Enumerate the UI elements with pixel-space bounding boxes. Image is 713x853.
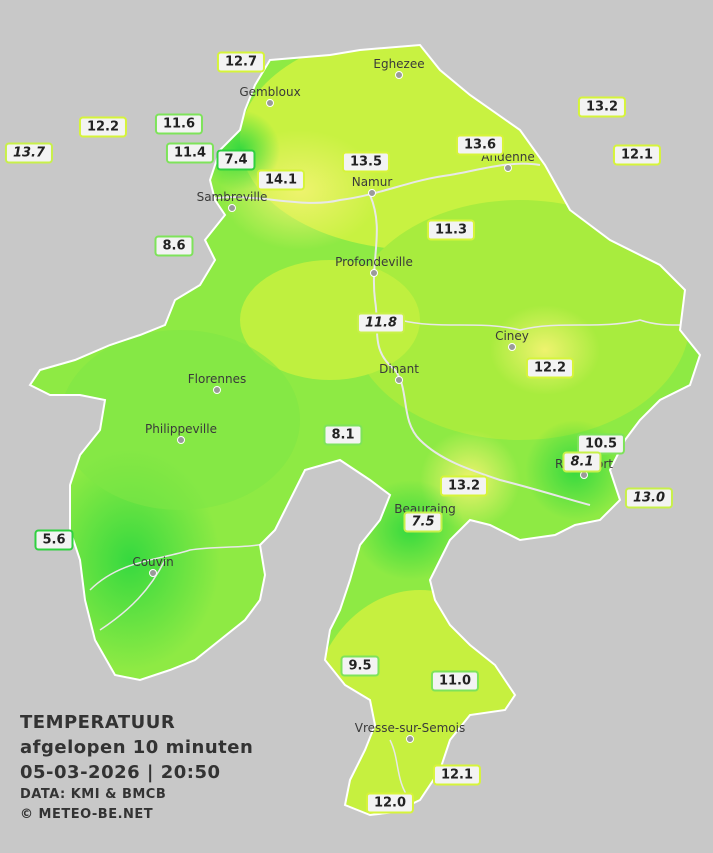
city-dot	[406, 735, 414, 743]
station-temperature-badge[interactable]: 13.0	[624, 487, 674, 509]
station-temperature-badge[interactable]: 11.8	[356, 312, 406, 334]
city-dot	[177, 436, 185, 444]
city-label-gembloux: Gembloux	[239, 85, 301, 99]
station-temperature-badge[interactable]: 12.2	[78, 116, 128, 138]
station-temperature-badge[interactable]: 12.7	[216, 51, 266, 73]
city-label-eghezee: Eghezee	[373, 57, 425, 71]
station-temperature-badge[interactable]: 8.1	[323, 424, 363, 446]
city-label-ciney: Ciney	[495, 329, 529, 343]
map-legend: TEMPERATUUR afgelopen 10 minuten 05-03-2…	[20, 710, 253, 825]
station-temperature-badge[interactable]: 13.2	[439, 475, 489, 497]
station-temperature-badge[interactable]: 11.6	[154, 113, 204, 135]
station-temperature-badge[interactable]: 14.1	[256, 169, 306, 191]
city-dot	[266, 99, 274, 107]
station-temperature-badge[interactable]: 9.5	[340, 655, 380, 677]
station-temperature-badge[interactable]: 10.5	[576, 433, 626, 455]
city-label-vresse: Vresse-sur-Semois	[354, 721, 466, 735]
station-temperature-badge[interactable]: 13.7	[4, 142, 54, 164]
station-temperature-badge[interactable]: 13.6	[455, 134, 505, 156]
legend-source: DATA: KMI & BMCB	[20, 787, 167, 802]
station-temperature-badge[interactable]: 12.0	[365, 792, 415, 814]
city-dot	[395, 376, 403, 384]
station-temperature-badge[interactable]: 13.5	[341, 151, 391, 173]
station-temperature-badge[interactable]: 8.6	[154, 235, 194, 257]
station-temperature-badge[interactable]: 13.2	[577, 96, 627, 118]
station-temperature-badge[interactable]: 7.5	[403, 511, 443, 533]
station-temperature-badge[interactable]: 8.1	[562, 451, 602, 473]
city-dot	[228, 204, 236, 212]
station-temperature-badge[interactable]: 11.4	[165, 142, 215, 164]
city-label-profondeville: Profondeville	[335, 255, 413, 269]
station-temperature-badge[interactable]: 12.1	[432, 764, 482, 786]
city-label-philippeville: Philippeville	[145, 422, 217, 436]
city-dot	[395, 71, 403, 79]
city-label-namur: Namur	[351, 175, 393, 189]
city-dot	[213, 386, 221, 394]
city-dot	[368, 189, 376, 197]
legend-copyright: © METEO-BE.NET	[20, 807, 154, 822]
legend-datetime: 05-03-2026 | 20:50	[20, 762, 221, 783]
city-dot	[504, 164, 512, 172]
city-label-dinant: Dinant	[379, 362, 419, 376]
legend-subtitle: afgelopen 10 minuten	[20, 737, 254, 758]
city-dot	[370, 269, 378, 277]
city-dot	[149, 569, 157, 577]
station-temperature-badge[interactable]: 7.4	[216, 149, 256, 171]
city-label-sambreville: Sambreville	[196, 190, 268, 204]
station-temperature-badge[interactable]: 12.2	[525, 357, 575, 379]
city-label-florennes: Florennes	[187, 372, 247, 386]
station-temperature-badge[interactable]: 12.1	[612, 144, 662, 166]
city-dot	[508, 343, 516, 351]
station-temperature-badge[interactable]: 11.3	[426, 219, 476, 241]
station-temperature-badge[interactable]: 11.0	[430, 670, 480, 692]
station-temperature-badge[interactable]: 5.6	[34, 529, 74, 551]
city-label-couvin: Couvin	[132, 555, 174, 569]
legend-title: TEMPERATUUR	[20, 712, 176, 733]
